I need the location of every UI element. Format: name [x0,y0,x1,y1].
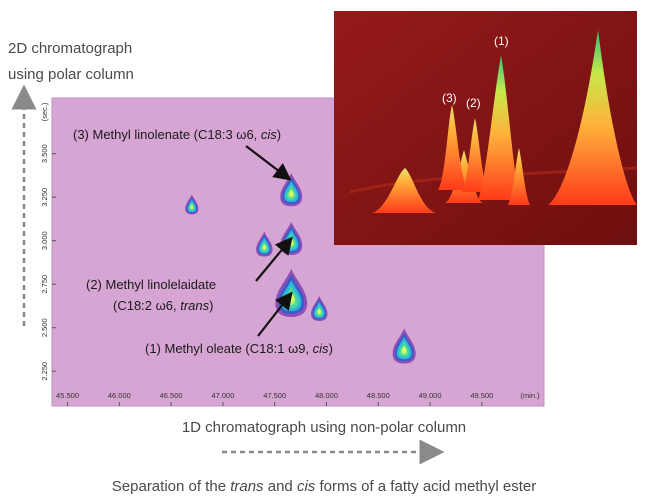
peak-spot [280,172,303,207]
x-tick-label: 47.500 [263,391,286,400]
annotation-linolelaidate-line1: (2) Methyl linolelaidate [86,277,216,292]
arrow-linolelaidate [255,236,293,282]
y-ticks: 2.250 2.500 2.750 3.000 3.250 3.500 (sec.) [40,102,56,381]
x-tick-label: 48.000 [315,391,338,400]
x-unit-label: (min.) [520,391,540,400]
y-unit-label: (sec.) [40,102,49,121]
y-tick-label: 3.000 [40,231,49,250]
inset-peak-1 [478,55,521,200]
peak-contour-band [288,188,295,199]
arrow-linolenate [245,145,292,181]
peak-spot [256,231,273,257]
arrow-oleate [257,291,293,337]
xaxis-label: 1D chromatograph using non-polar column [182,419,466,436]
inset-label-1: (1) [494,34,509,48]
inset-mound [372,168,436,213]
peak-contour-band [189,203,194,210]
x-tick-label: 47.000 [211,391,234,400]
x-ticks: 45.500 46.000 46.500 47.000 47.500 48.000 48.5… [56,391,540,406]
inset-label-2: (2) [466,96,481,110]
peak-spot [392,328,416,364]
annotation-oleate: (1) Methyl oleate (C18:1 ω9, cis) [145,341,333,356]
peak-contour-band [316,307,322,315]
yaxis-title-line2: using polar column [8,66,134,83]
figure-caption: Separation of the trans and cis forms of… [112,478,536,495]
x-tick-label: 46.500 [160,391,183,400]
x-tick-label: 45.500 [56,391,79,400]
inset-peak-3 [438,105,468,190]
peak-contour-band [262,243,267,251]
inset-3d: (1) (2) (3) [334,11,638,245]
y-tick-label: 2.250 [40,362,49,381]
peak-spot [310,296,328,321]
peak-contour-band [400,345,408,355]
y-tick-label: 2.750 [40,275,49,294]
annotation-linolenate: (3) Methyl linolenate (C18:3 ω6, cis) [73,127,281,142]
yaxis-title-line1: 2D chromatograph [8,40,132,57]
x-tick-label: 48.500 [367,391,390,400]
peak-spot [185,194,199,215]
y-tick-label: 3.250 [40,188,49,207]
inset-peak-large [548,30,637,205]
inset-peak-small [508,148,530,205]
y-tick-label: 2.500 [40,318,49,337]
inset-peak-2 [462,118,488,192]
inset-label-3: (3) [442,91,457,105]
y-tick-label: 3.500 [40,144,49,163]
x-tick-label: 46.000 [108,391,131,400]
x-tick-label: 49.000 [419,391,442,400]
annotation-linolelaidate-line2: (C18:2 ω6, trans) [113,298,213,313]
x-tick-label: 49.500 [470,391,493,400]
